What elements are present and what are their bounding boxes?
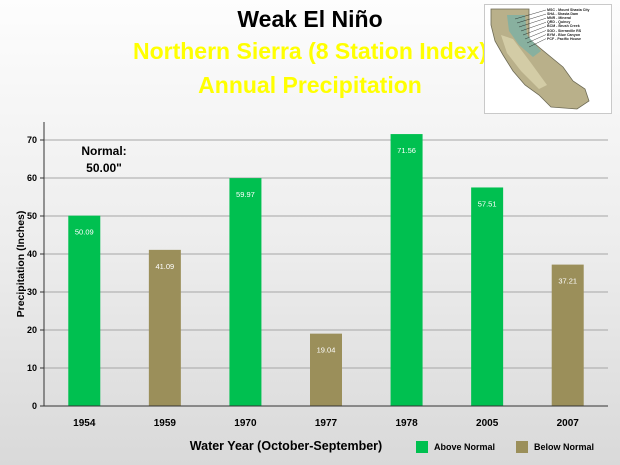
- station-legend-item: BCM - Brush Creek: [547, 24, 580, 29]
- central-valley: [501, 35, 547, 89]
- normal-annotation-value: 50.00": [86, 161, 122, 175]
- station-legend-item: MSC - Mount Shasta City: [547, 8, 590, 12]
- bar-label-1954: 50.09: [75, 228, 94, 237]
- normal-annotation-label: Normal:: [81, 144, 126, 158]
- station-pointer-line: [514, 9, 547, 20]
- chart-subtitle-annual-precipitation: Annual Precipitation: [198, 72, 422, 98]
- bar-1977: [310, 333, 342, 406]
- sierra-region: [507, 15, 541, 57]
- bar-label-1959: 41.09: [155, 262, 174, 271]
- y-tick-label-60: 60: [27, 173, 37, 183]
- y-tick-label-50: 50: [27, 211, 37, 221]
- station-pointer-line: [524, 30, 547, 40]
- y-tick-label-20: 20: [27, 325, 37, 335]
- station-legend-item: MNR - Mineral: [547, 16, 571, 21]
- y-axis-label: Precipitation (Inches): [15, 211, 27, 318]
- legend-label-above-normal: Above Normal: [434, 442, 496, 452]
- bar-label-2005: 57.51: [478, 199, 497, 208]
- x-tick-label-2005: 2005: [476, 418, 499, 429]
- x-tick-label-1954: 1954: [73, 418, 96, 429]
- station-pointer-line: [522, 26, 547, 36]
- station-pointer-line: [528, 38, 547, 48]
- y-tick-label-10: 10: [27, 363, 37, 373]
- station-legend-item: BYM - Blue Canyon: [547, 32, 581, 37]
- x-tick-label-1977: 1977: [315, 418, 338, 429]
- bar-value-labels: 50.09 41.09 59.97 19.04 71.56 57.51 37.21: [75, 146, 577, 355]
- x-tick-label-2007: 2007: [557, 418, 580, 429]
- station-legend-item: SOD - Sierraville RS: [547, 28, 582, 33]
- x-tick-label-1978: 1978: [395, 418, 418, 429]
- x-tick-labels: 1954 1959 1970 1977 1978 2005 2007: [73, 418, 579, 429]
- station-pointer-line: [520, 22, 547, 32]
- x-tick-label-1970: 1970: [234, 418, 257, 429]
- x-tick-label-1959: 1959: [154, 418, 177, 429]
- bars: [68, 134, 584, 406]
- bar-label-1977: 19.04: [317, 346, 336, 355]
- california-map-image: [490, 8, 590, 110]
- bar-1954: [68, 215, 101, 406]
- x-axis-label: Water Year (October-September): [190, 439, 382, 453]
- chart-subtitle-station-index: Northern Sierra (8 Station Index): [132, 38, 487, 64]
- y-tick-label-30: 30: [27, 287, 37, 297]
- station-pointer-lines: [514, 9, 547, 48]
- california-station-map: MSC - Mount Shasta City SHA - Shasta Dam M…: [484, 4, 612, 114]
- station-legend-item: QRD - Quincy: [547, 20, 571, 25]
- station-pointer-line: [526, 34, 547, 44]
- legend-item-above-normal: Above Normal: [416, 440, 495, 454]
- bar-2005: [471, 187, 504, 406]
- y-tick-label-40: 40: [27, 249, 37, 259]
- bar-1959: [148, 249, 181, 406]
- chart-title: Weak El Niño: [237, 6, 383, 32]
- bar-label-1970: 59.97: [236, 190, 255, 199]
- bar-1978: [390, 134, 423, 406]
- y-tick-labels: 0 10 20 30 40 50 60 70: [27, 135, 37, 411]
- legend-item-below-normal: Below Normal: [516, 440, 594, 454]
- station-legend-item: PCF - Pacific House: [547, 36, 581, 41]
- legend-swatch-below-normal: [516, 441, 528, 453]
- bar-label-2007: 37.21: [558, 277, 577, 286]
- bar-1970: [229, 178, 262, 406]
- station-pointer-line: [518, 18, 547, 28]
- y-tick-label-0: 0: [32, 401, 37, 411]
- legend-swatch-above-normal: [416, 441, 428, 453]
- station-pointer-line: [516, 13, 547, 24]
- bar-label-1978: 71.56: [397, 146, 416, 155]
- y-tick-label-70: 70: [27, 135, 37, 145]
- legend-label-below-normal: Below Normal: [534, 442, 595, 452]
- station-legend-item: SHA - Shasta Dam: [547, 12, 579, 17]
- bar-2007: [551, 264, 584, 406]
